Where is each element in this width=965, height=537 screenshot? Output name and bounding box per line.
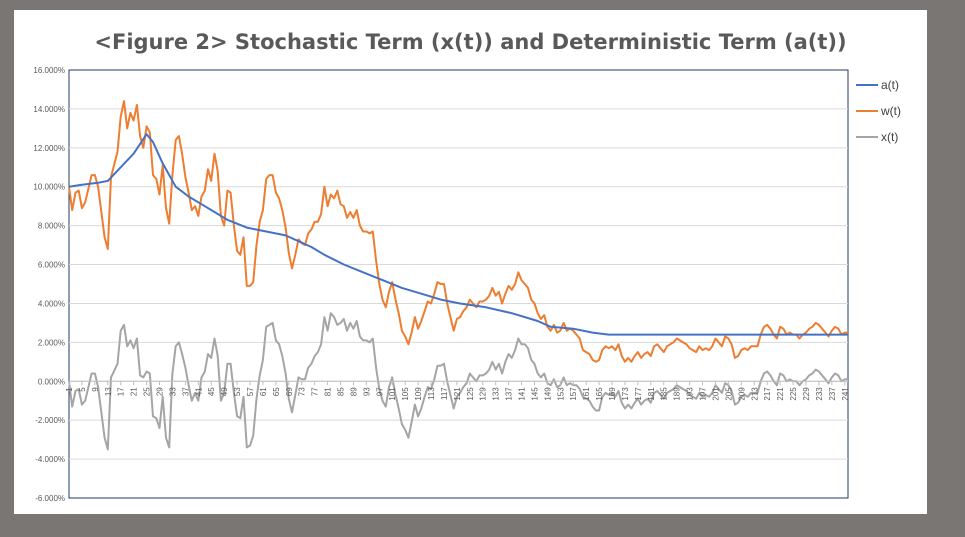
x-tick-label: 105 bbox=[401, 387, 410, 401]
x-tick-label: 221 bbox=[776, 387, 785, 401]
x-tick-label: 97 bbox=[375, 387, 384, 396]
plot-area-border bbox=[68, 69, 849, 499]
series-layer bbox=[68, 100, 848, 451]
x-tick-label: 205 bbox=[724, 387, 733, 401]
x-tick-label: 81 bbox=[324, 387, 333, 396]
x-tick-label: 41 bbox=[194, 387, 203, 396]
x-tick-label: 9 bbox=[91, 387, 100, 392]
y-axis: 16.000% 14.000% 12.000% 10.000% 8.000% 6.000%… bbox=[33, 66, 65, 503]
x-tick-label: 129 bbox=[479, 387, 488, 401]
legend-label: w(t) bbox=[880, 104, 901, 118]
x-tick-label: 93 bbox=[362, 387, 371, 396]
legend-label: x(t) bbox=[881, 130, 898, 144]
x-tick-label: 85 bbox=[337, 387, 346, 396]
x-tick-label: 117 bbox=[440, 387, 449, 400]
x-tick-label: 185 bbox=[660, 387, 669, 401]
x-tick-label: 177 bbox=[634, 387, 643, 401]
series-line-xt bbox=[68, 312, 848, 451]
y-tick-label: 8.000% bbox=[38, 222, 65, 231]
x-tick-label: 61 bbox=[259, 387, 268, 396]
x-tick-label: 229 bbox=[802, 387, 811, 401]
x-tick-label: 69 bbox=[285, 387, 294, 396]
x-tick-label: 73 bbox=[298, 387, 307, 396]
x-tick-label: 89 bbox=[349, 387, 358, 396]
x-tick-label: 77 bbox=[311, 387, 320, 396]
x-tick-label: 197 bbox=[699, 387, 708, 401]
chart-svg: 1 5 9 13 17 21 25 29 33 37 41 45 49 53 57 61 65 69 73 77 81 8… bbox=[33, 66, 901, 503]
x-tick-label: 101 bbox=[388, 387, 397, 401]
x-tick-label: 161 bbox=[582, 387, 591, 401]
x-tick-label: 169 bbox=[608, 387, 617, 401]
y-tick-label: 4.000% bbox=[38, 299, 65, 308]
y-tick-label: 6.000% bbox=[38, 261, 65, 270]
x-tick-label: 121 bbox=[453, 387, 462, 401]
x-tick-label: 173 bbox=[621, 387, 630, 401]
x-tick-label: 1 bbox=[65, 387, 74, 392]
x-tick-label: 145 bbox=[530, 387, 539, 401]
x-tick-label: 57 bbox=[246, 387, 255, 396]
x-tick-label: 65 bbox=[272, 387, 281, 396]
x-tick-label: 45 bbox=[207, 387, 216, 396]
x-tick-label: 109 bbox=[414, 387, 423, 401]
x-tick-label: 33 bbox=[168, 387, 177, 396]
y-tick-label: 0.000% bbox=[38, 377, 65, 386]
x-tick-label: 189 bbox=[673, 387, 682, 401]
x-tick-label: 25 bbox=[143, 387, 152, 396]
series-line-at bbox=[68, 133, 848, 336]
x-tick-label: 225 bbox=[789, 387, 798, 401]
x-tick-label: 125 bbox=[466, 387, 475, 401]
chart-frame: <Figure 2> Stochastic Term (x(t)) and De… bbox=[14, 10, 927, 514]
x-tick-label: 217 bbox=[763, 387, 772, 401]
x-tick-label: 53 bbox=[233, 387, 242, 396]
x-axis: 1 5 9 13 17 21 25 29 33 37 41 45 49 53 57 61 65 69 73 77 81 8… bbox=[65, 380, 850, 401]
x-tick-label: 149 bbox=[543, 387, 552, 401]
x-tick-label: 21 bbox=[130, 387, 139, 396]
x-tick-label: 133 bbox=[492, 387, 501, 401]
grid-layer bbox=[68, 69, 849, 499]
legend: a(t) w(t) x(t) bbox=[856, 78, 901, 144]
x-tick-label: 113 bbox=[427, 387, 436, 400]
x-tick-label: 193 bbox=[686, 387, 695, 401]
x-tick-label: 233 bbox=[815, 387, 824, 401]
x-tick-label: 13 bbox=[104, 387, 113, 396]
x-tick-label: 29 bbox=[156, 387, 165, 396]
x-tick-label: 213 bbox=[750, 387, 759, 401]
x-tick-label: 181 bbox=[647, 387, 656, 401]
x-tick-label: 137 bbox=[505, 387, 514, 401]
y-tick-label: -6.000% bbox=[35, 494, 65, 503]
x-tick-label: 241 bbox=[841, 387, 850, 401]
x-tick-label: 37 bbox=[181, 387, 190, 396]
y-tick-label: 16.000% bbox=[33, 66, 65, 75]
x-tick-label: 153 bbox=[556, 387, 565, 401]
y-tick-label: 10.000% bbox=[33, 183, 65, 192]
x-tick-label: 237 bbox=[828, 387, 837, 401]
x-tick-label: 49 bbox=[220, 387, 229, 396]
y-tick-label: -2.000% bbox=[35, 416, 65, 425]
legend-label: a(t) bbox=[881, 78, 899, 92]
y-tick-label: 2.000% bbox=[38, 338, 65, 347]
x-tick-label: 157 bbox=[569, 387, 578, 401]
x-tick-label: 5 bbox=[78, 387, 87, 392]
chart-title: <Figure 2> Stochastic Term (x(t)) and De… bbox=[94, 30, 847, 54]
y-tick-label: -4.000% bbox=[35, 455, 65, 464]
y-tick-label: 14.000% bbox=[33, 105, 65, 114]
x-tick-label: 165 bbox=[595, 387, 604, 401]
x-tick-label: 141 bbox=[518, 387, 527, 401]
x-tick-label: 201 bbox=[711, 387, 720, 401]
x-tick-label: 17 bbox=[117, 387, 126, 396]
y-tick-label: 12.000% bbox=[33, 144, 65, 153]
x-tick-label: 209 bbox=[737, 387, 746, 401]
series-line-wt bbox=[68, 100, 848, 363]
